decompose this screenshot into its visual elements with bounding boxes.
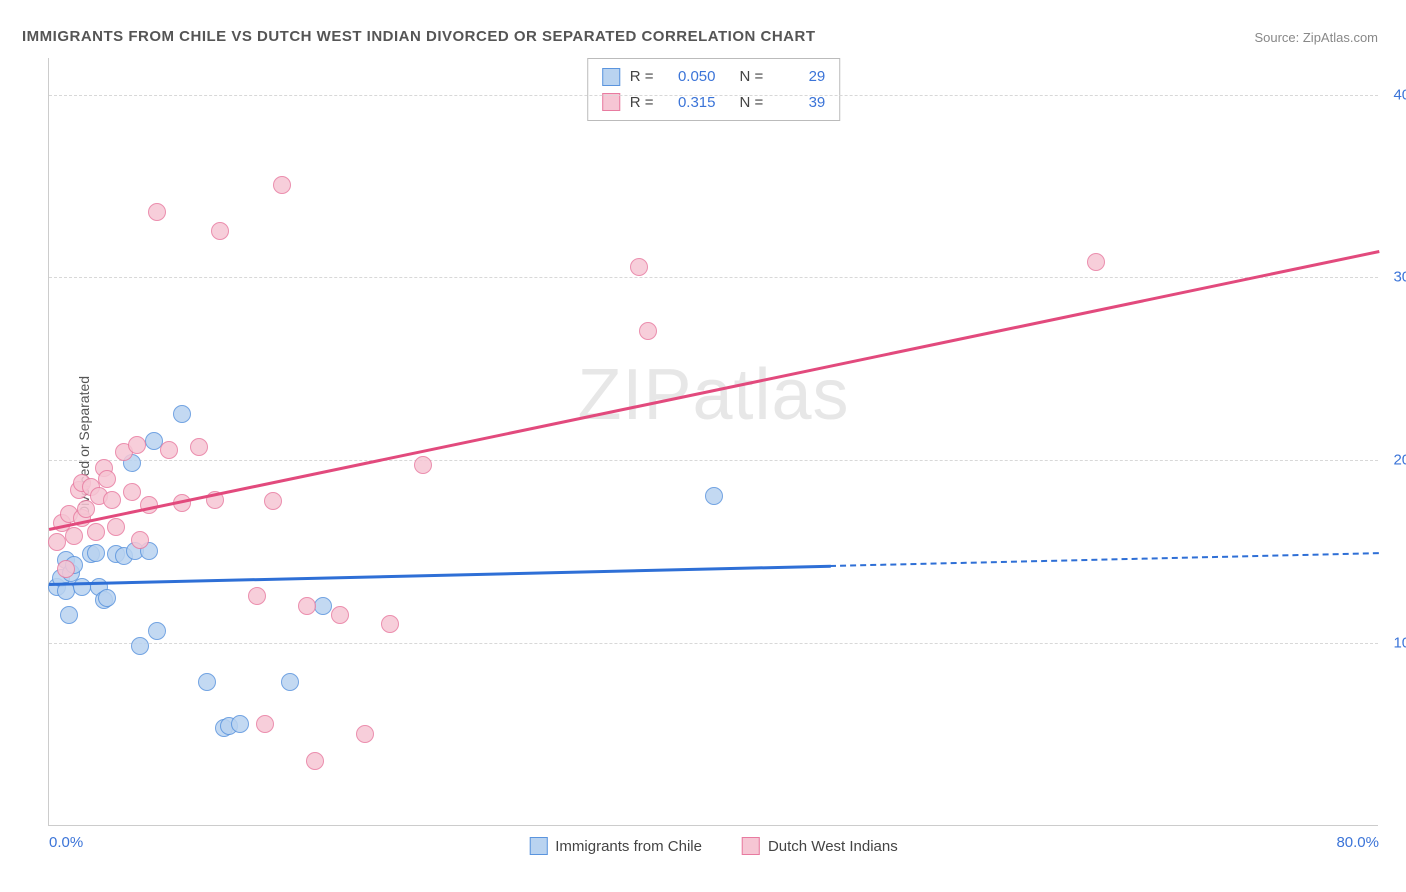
legend-label: Dutch West Indians: [768, 838, 898, 855]
stats-row: R = 0.315 N = 39: [602, 90, 826, 116]
legend-item: Dutch West Indians: [742, 837, 898, 855]
grid-line: [49, 643, 1378, 644]
data-point: [211, 222, 229, 240]
data-point: [73, 578, 91, 596]
data-point: [356, 725, 374, 743]
data-point: [381, 615, 399, 633]
legend-item: Immigrants from Chile: [529, 837, 702, 855]
data-point: [87, 523, 105, 541]
legend-swatch: [529, 837, 547, 855]
grid-line: [49, 460, 1378, 461]
data-point: [273, 176, 291, 194]
data-point: [198, 673, 216, 691]
legend-label: Immigrants from Chile: [555, 838, 702, 855]
watermark-text: ZIPatlas: [577, 354, 849, 436]
data-point: [87, 544, 105, 562]
data-point: [160, 441, 178, 459]
data-point: [331, 606, 349, 624]
y-tick-label: 10.0%: [1393, 635, 1406, 652]
data-point: [231, 715, 249, 733]
data-point: [148, 622, 166, 640]
n-value: 39: [773, 90, 825, 116]
stats-row: R = 0.050 N = 29: [602, 64, 826, 90]
n-label: N =: [740, 90, 764, 116]
data-point: [630, 258, 648, 276]
data-point: [107, 518, 125, 536]
trend-line: [49, 565, 830, 586]
data-point: [98, 589, 116, 607]
y-tick-label: 40.0%: [1393, 86, 1406, 103]
grid-line: [49, 277, 1378, 278]
data-point: [103, 491, 121, 509]
data-point: [414, 456, 432, 474]
data-point: [123, 483, 141, 501]
grid-line: [49, 95, 1378, 96]
data-point: [248, 587, 266, 605]
n-label: N =: [740, 64, 764, 90]
r-label: R =: [630, 64, 654, 90]
data-point: [281, 673, 299, 691]
data-point: [128, 436, 146, 454]
r-label: R =: [630, 90, 654, 116]
y-tick-label: 20.0%: [1393, 452, 1406, 469]
data-point: [57, 560, 75, 578]
data-point: [98, 470, 116, 488]
data-point: [131, 531, 149, 549]
data-point: [60, 606, 78, 624]
data-point: [190, 438, 208, 456]
data-point: [264, 492, 282, 510]
data-point: [1087, 253, 1105, 271]
data-point: [639, 322, 657, 340]
r-value: 0.050: [664, 64, 716, 90]
data-point: [306, 752, 324, 770]
data-point: [314, 597, 332, 615]
data-point: [48, 533, 66, 551]
y-tick-label: 30.0%: [1393, 269, 1406, 286]
data-point: [705, 487, 723, 505]
data-point: [173, 405, 191, 423]
chart-title: IMMIGRANTS FROM CHILE VS DUTCH WEST INDI…: [22, 28, 816, 45]
legend-swatch: [742, 837, 760, 855]
source-label: Source: ZipAtlas.com: [1254, 30, 1378, 45]
x-tick-label: 0.0%: [49, 834, 83, 851]
x-tick-label: 80.0%: [1336, 834, 1379, 851]
plot-area: ZIPatlas R =0.050N =29R =0.315N =39 Immi…: [48, 58, 1378, 826]
data-point: [256, 715, 274, 733]
n-value: 29: [773, 64, 825, 90]
data-point: [131, 637, 149, 655]
legend-swatch: [602, 68, 620, 86]
data-point: [148, 203, 166, 221]
legend-swatch: [602, 93, 620, 111]
data-point: [298, 597, 316, 615]
correlation-stats-box: R = 0.050 N = 29 R = 0.315 N = 39: [587, 58, 841, 121]
r-value: 0.315: [664, 90, 716, 116]
data-point: [65, 527, 83, 545]
bottom-legend: Immigrants from Chile Dutch West Indians: [529, 837, 898, 855]
trend-line: [830, 552, 1379, 567]
